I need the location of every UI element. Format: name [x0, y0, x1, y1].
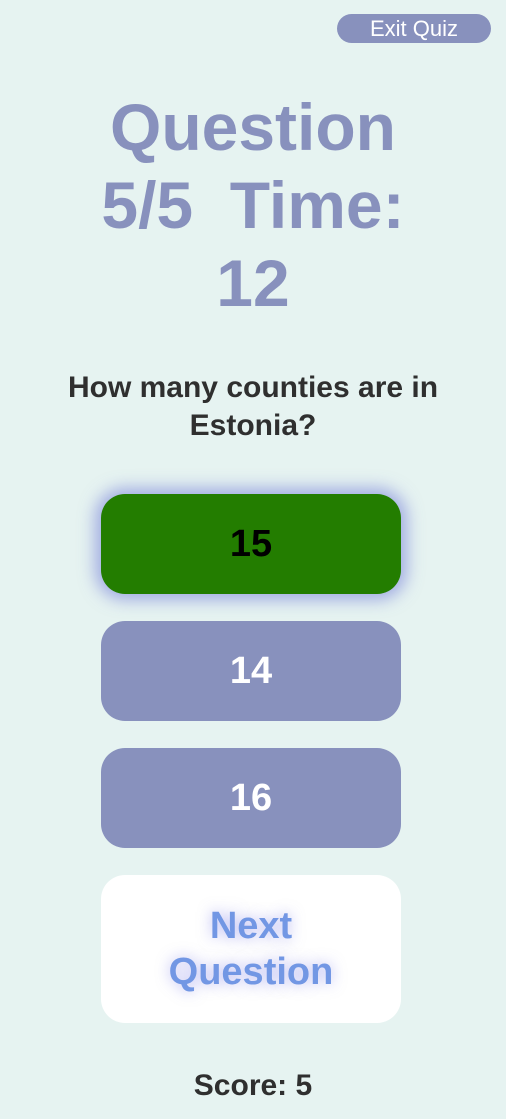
next-question-label-line-2: Question	[168, 951, 334, 993]
question-progress-timer-label: 5/5 Time:	[101, 168, 405, 242]
question-text-line-2: Estonia?	[189, 409, 317, 442]
next-question-label-line-1: Next	[209, 905, 293, 947]
answer-option-15[interactable]: 15	[101, 494, 401, 594]
score-display: Score: 5	[193, 1069, 313, 1102]
timer-value: 12	[216, 246, 290, 320]
question-heading-label: Question	[109, 90, 396, 164]
exit-quiz-button[interactable]: Exit Quiz	[337, 14, 491, 43]
next-question-button[interactable]: Next Question	[101, 875, 401, 1023]
question-text: How many counties are in Estonia?	[0, 369, 506, 445]
question-text-line-1: How many counties are in	[67, 371, 439, 404]
question-timer-heading: Question 5/5 Time: 12	[0, 88, 506, 322]
answer-option-16[interactable]: 16	[101, 748, 401, 848]
answer-option-14[interactable]: 14	[101, 621, 401, 721]
